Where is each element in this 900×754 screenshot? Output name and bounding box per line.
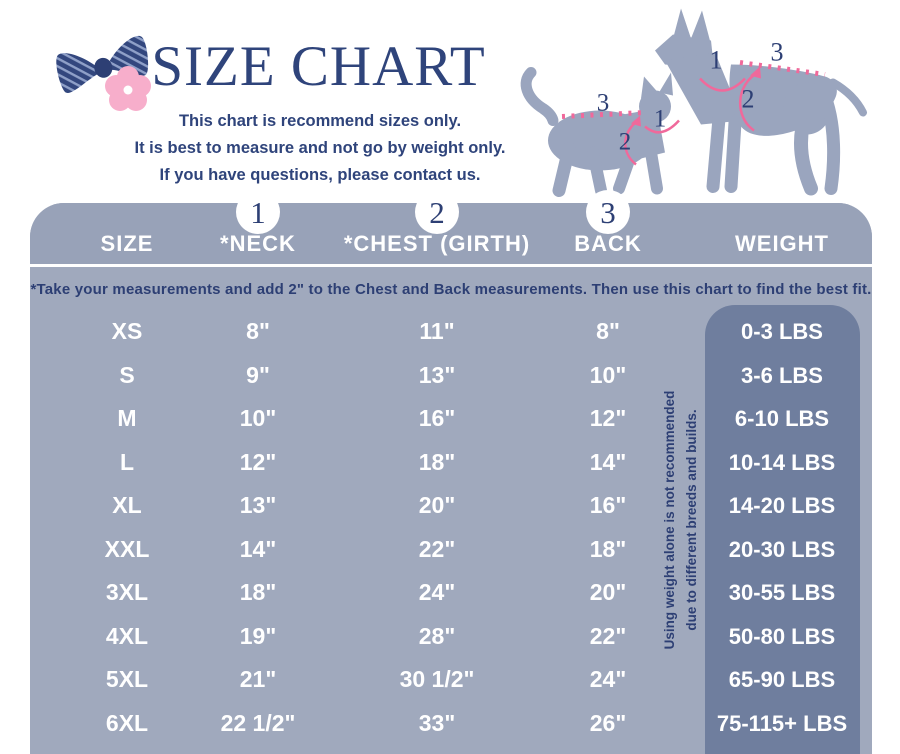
subtitle: This chart is recommend sizes only. It i… [70, 108, 570, 189]
page-title: SIZE CHART [151, 35, 486, 98]
chest-cell: 22" [418, 535, 456, 562]
weight-cell: 3-6 LBS [741, 362, 823, 388]
weight-warning-line: due to different breeds and builds. [684, 409, 699, 631]
size-cell: XL [112, 492, 142, 518]
column-header-size: SIZE [100, 231, 154, 256]
chest-cell: 16" [418, 405, 456, 431]
weight-cell: 20-30 LBS [728, 536, 836, 562]
cat-neck-number: 1 [654, 106, 667, 133]
weight-cell: 6-10 LBS [734, 406, 830, 431]
column-header-back: BACK [574, 231, 642, 256]
back-cell: 24" [589, 666, 627, 692]
back-cell: 20" [589, 579, 627, 605]
weight-column-background [705, 305, 860, 754]
size-cell: 5XL [105, 666, 149, 692]
chest-number-badge: 2 [415, 190, 459, 234]
weight-cell: 65-90 LBS [728, 667, 836, 692]
cat-back-number: 3 [597, 90, 610, 117]
back-cell: 12" [589, 405, 627, 431]
weight-cell: 50-80 LBS [728, 623, 836, 649]
back-cell: 8" [596, 318, 620, 344]
size-table-rows: XS 8" 11" 8" 0-3 LBS S 9" 13" 10" 3-6 LB… [30, 310, 872, 745]
back-cell: 18" [589, 535, 627, 562]
neck-cell: 18" [239, 579, 277, 605]
dog-chest-number: 2 [742, 85, 755, 114]
chest-cell: 33" [418, 709, 456, 736]
header-divider [30, 264, 872, 267]
chest-cell: 13" [418, 361, 456, 388]
chest-cell: 11" [419, 318, 455, 344]
subtitle-line: It is best to measure and not go by weig… [134, 139, 506, 157]
size-cell: XS [111, 318, 143, 344]
neck-number-badge: 1 [236, 190, 280, 234]
bowtie-flower-logo [56, 35, 151, 111]
subtitle-line: If you have questions, please contact us… [159, 166, 481, 184]
table-row: S 9" 13" 10" 3-6 LBS [30, 354, 872, 398]
table-row: L 12" 18" 14" 10-14 LBS [30, 441, 872, 485]
size-cell: S [119, 361, 135, 388]
chest-cell: 24" [418, 579, 456, 605]
table-row: XXL 14" 22" 18" 20-30 LBS [30, 528, 872, 572]
neck-cell: 21" [239, 666, 277, 692]
table-row: 6XL 22 1/2" 33" 26" 75-115+ LBS [30, 702, 872, 746]
table-row: 4XL 19" 28" 22" 50-80 LBS [30, 615, 872, 659]
weight-cell: 0-3 LBS [741, 319, 823, 344]
flower-icon [105, 66, 151, 111]
cat-silhouette-icon [520, 67, 673, 197]
weight-cell: 10-14 LBS [728, 449, 836, 475]
back-number-badge: 3 [586, 190, 630, 234]
neck-cell: 9" [246, 361, 270, 388]
dog-neck-number: 1 [710, 46, 723, 75]
measurement-note: *Take your measurements and add 2" to th… [30, 281, 872, 298]
size-cell: XXL [104, 535, 150, 562]
weight-warning-line: Using weight alone is not recommended [662, 390, 677, 650]
size-cell: 3XL [105, 579, 149, 605]
column-header-weight: WEIGHT [735, 231, 829, 256]
weight-warning-note: Using weight alone is not recommended du… [659, 391, 703, 650]
neck-cell: 10" [239, 405, 277, 431]
size-cell: M [117, 405, 137, 431]
neck-cell: 12" [239, 448, 277, 475]
table-row: XL 13" 20" 16" 14-20 LBS [30, 484, 872, 528]
size-cell: 4XL [105, 622, 149, 649]
back-cell: 22" [589, 622, 627, 649]
column-header-neck: *NECK [220, 231, 296, 256]
cat-chest-number: 2 [619, 129, 632, 156]
neck-cell: 22 1/2" [220, 709, 296, 736]
chest-cell: 28" [418, 622, 456, 649]
size-cell: L [119, 448, 135, 475]
size-cell: 6XL [105, 709, 149, 736]
weight-cell: 14-20 LBS [728, 493, 836, 518]
weight-cell: 30-55 LBS [728, 580, 836, 605]
back-cell: 26" [589, 709, 627, 736]
chest-cell: 20" [418, 492, 456, 518]
subtitle-line: This chart is recommend sizes only. [178, 112, 462, 130]
table-row: 3XL 18" 24" 20" 30-55 LBS [30, 571, 872, 615]
column-header-chest: *CHEST (GIRTH) [343, 231, 531, 256]
dog-silhouette-icon [655, 8, 867, 196]
chest-cell: 18" [418, 448, 456, 475]
table-row: 5XL 21" 30 1/2" 24" 65-90 LBS [30, 658, 872, 702]
table-row: M 10" 16" 12" 6-10 LBS [30, 397, 872, 441]
back-cell: 14" [589, 448, 627, 475]
dog-measure-marks: 3 1 2 [699, 38, 826, 132]
chest-cell: 30 1/2" [399, 666, 475, 692]
pet-measurement-illustration: 3 1 2 3 1 2 [520, 8, 867, 197]
neck-cell: 19" [239, 622, 277, 649]
neck-cell: 8" [246, 318, 270, 344]
neck-cell: 13" [239, 492, 277, 518]
cat-measure-marks: 3 1 2 [561, 90, 680, 166]
back-cell: 10" [589, 361, 627, 388]
bowtie-icon [56, 35, 149, 93]
dog-back-number: 3 [771, 38, 784, 67]
weight-cell: 75-115+ LBS [716, 710, 848, 736]
back-cell: 16" [589, 492, 627, 518]
neck-cell: 14" [239, 535, 277, 562]
table-row: XS 8" 11" 8" 0-3 LBS [30, 310, 872, 354]
